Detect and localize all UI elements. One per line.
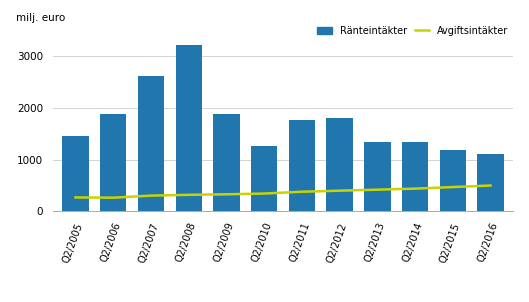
Bar [213, 114, 240, 211]
Bar [62, 136, 89, 211]
Bar [289, 120, 315, 211]
Bar [477, 154, 504, 211]
Bar [251, 146, 277, 211]
Legend: Ränteintäkter, Avgiftsintäkter: Ränteintäkter, Avgiftsintäkter [314, 22, 512, 40]
Bar [176, 45, 202, 211]
Text: milj. euro: milj. euro [16, 13, 66, 23]
Bar [138, 76, 164, 211]
Bar [440, 150, 466, 211]
Bar [326, 118, 353, 211]
Bar [100, 114, 126, 211]
Bar [402, 142, 428, 211]
Bar [364, 142, 390, 211]
